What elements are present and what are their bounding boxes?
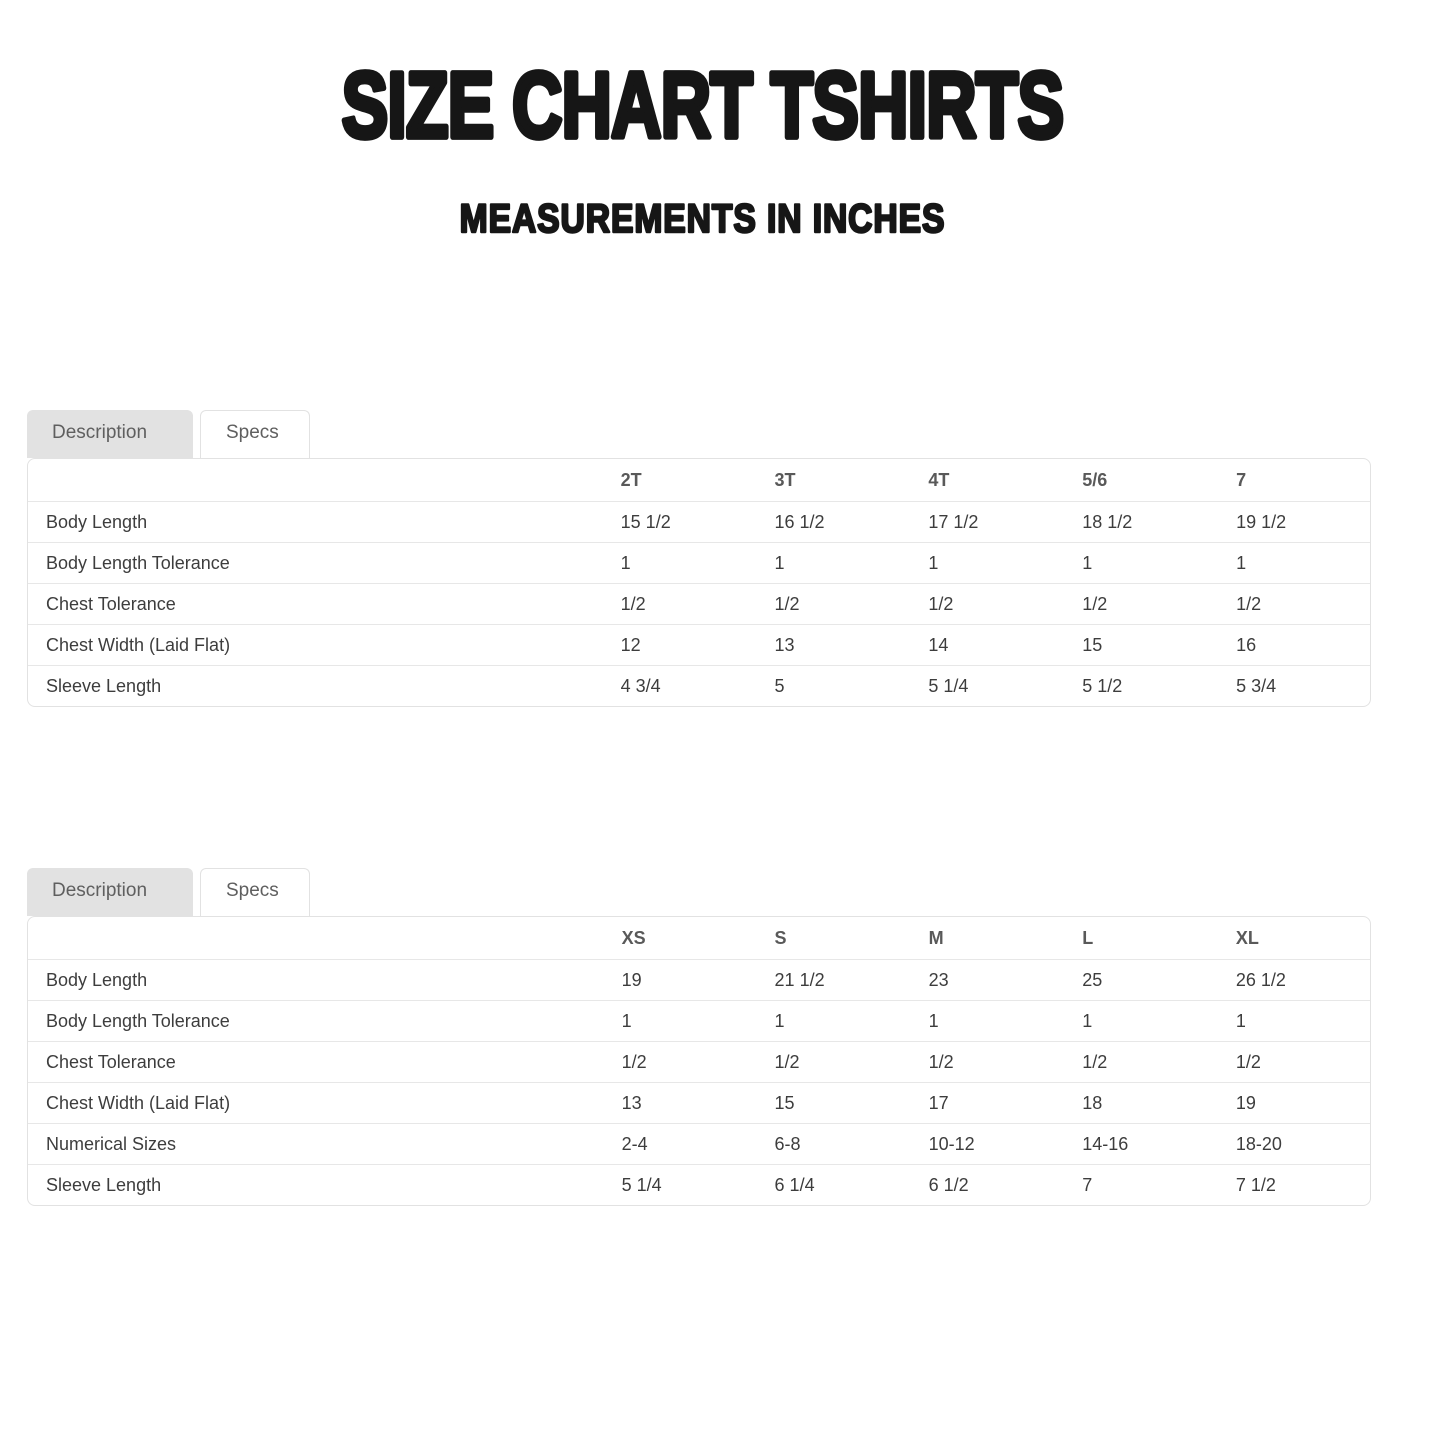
svg-text:MEASUREMENTS IN INCHES: MEASUREMENTS IN INCHES <box>460 196 946 240</box>
svg-text:SIZE CHART TSHIRTS: SIZE CHART TSHIRTS <box>342 54 1064 157</box>
